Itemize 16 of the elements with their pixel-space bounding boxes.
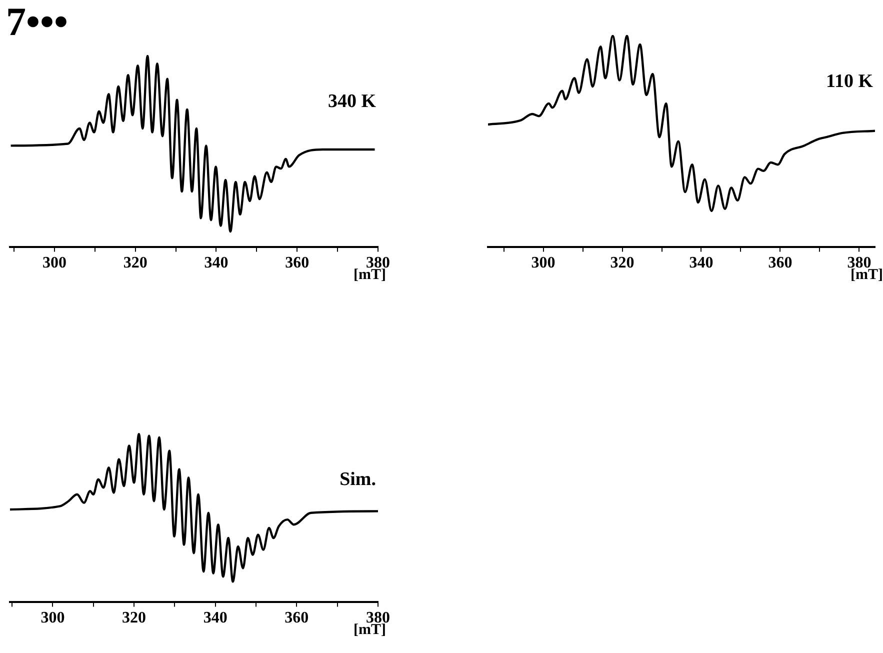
x-tick-label: 320 — [122, 610, 146, 627]
x-tick-label: 360 — [284, 610, 309, 627]
x-tick-label: 360 — [285, 254, 310, 272]
chart-title: 7••• — [6, 0, 68, 44]
x-tick-label: 360 — [768, 254, 792, 272]
annotation: 340 K — [328, 91, 376, 113]
x-tick-label: 340 — [204, 254, 228, 272]
x-tick-label: 300 — [42, 254, 66, 272]
annotation: 110 K — [826, 71, 873, 93]
x-tick-label: 340 — [689, 254, 714, 272]
x-tick-label: 300 — [531, 254, 556, 272]
x-tick-label: 300 — [40, 610, 65, 627]
x-tick-label: 320 — [610, 254, 634, 272]
x-tick-label: 340 — [203, 610, 228, 627]
x-tick-label: 320 — [123, 254, 148, 272]
annotation: Sim. — [340, 469, 376, 491]
